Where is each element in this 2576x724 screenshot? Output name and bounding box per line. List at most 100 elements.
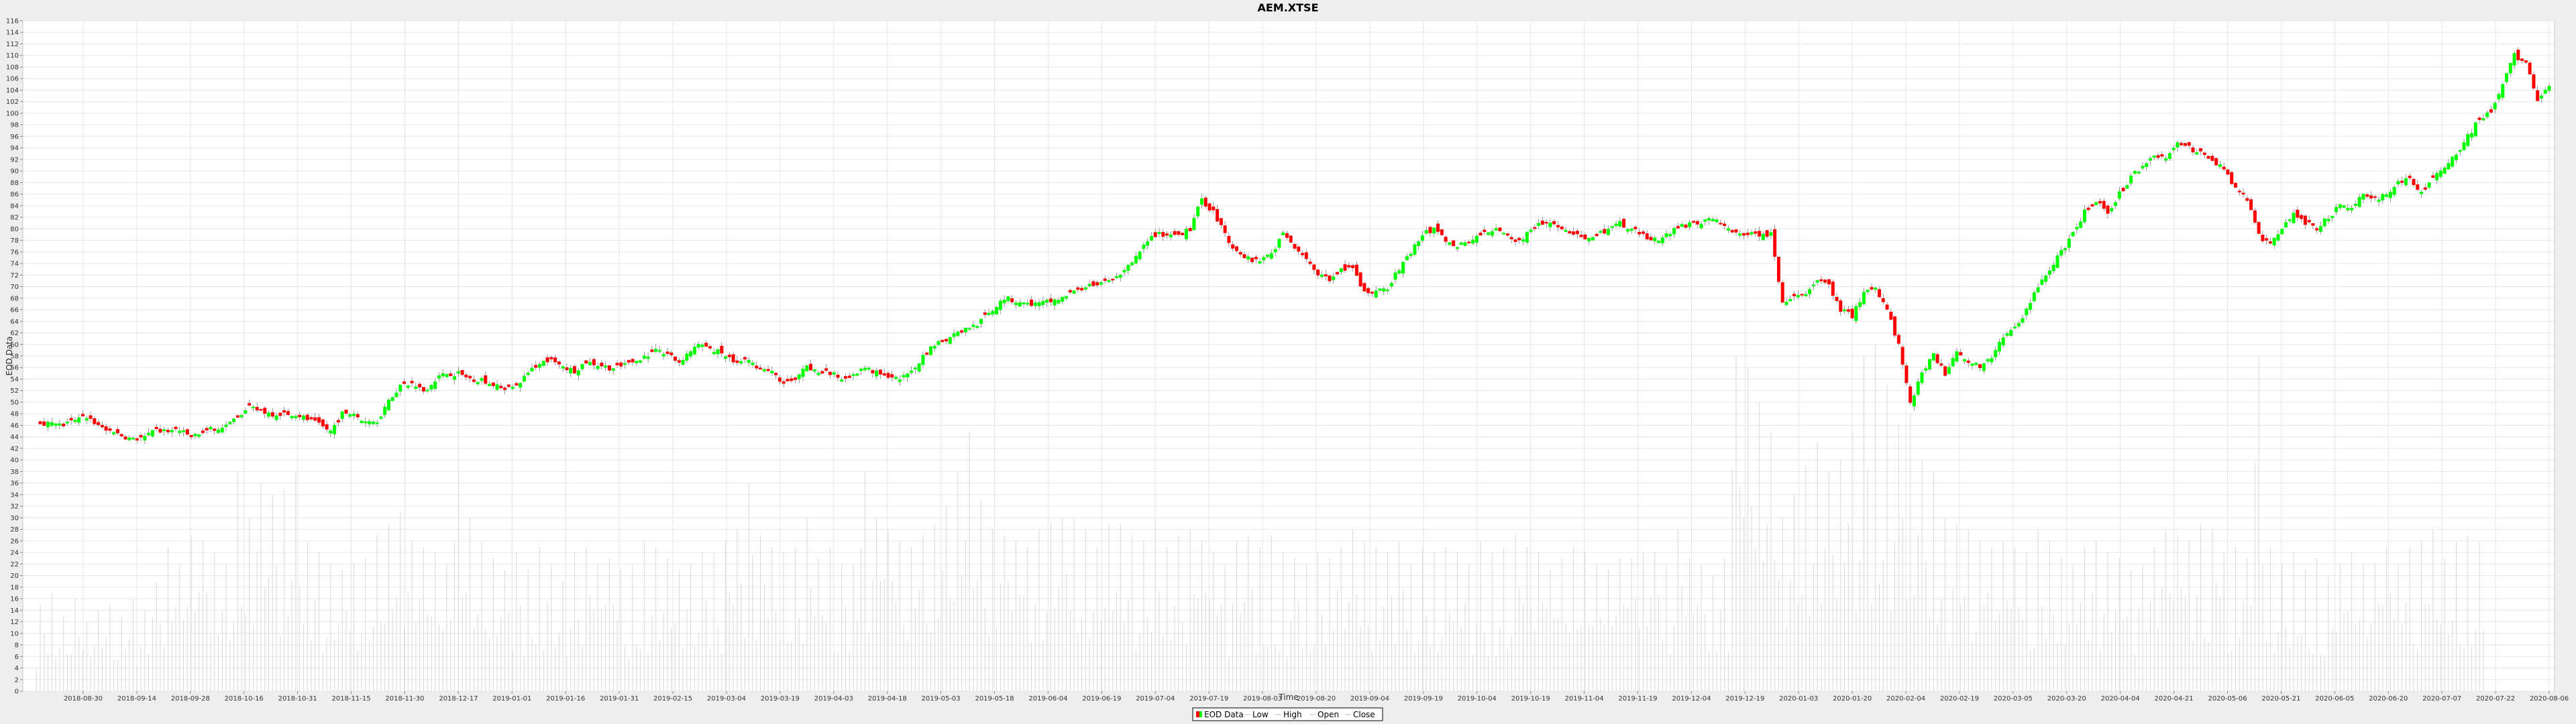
candle-up bbox=[1266, 254, 1270, 257]
candle-down bbox=[1622, 219, 1626, 228]
candle-down bbox=[941, 340, 945, 343]
candle-up bbox=[368, 421, 372, 424]
candle-up bbox=[1448, 242, 1452, 245]
candle-up bbox=[1455, 247, 1459, 249]
candle-up bbox=[991, 310, 995, 315]
candle-up bbox=[689, 351, 693, 357]
candle-down bbox=[1177, 231, 1181, 235]
candle-down bbox=[2199, 148, 2203, 152]
candle-up bbox=[228, 422, 232, 424]
y-tick-label: 60 bbox=[10, 341, 19, 349]
candle-down bbox=[1638, 231, 1642, 235]
candle-down bbox=[650, 349, 654, 352]
candle-down bbox=[2408, 176, 2412, 178]
y-tick-label: 84 bbox=[10, 202, 19, 210]
candle-up bbox=[1796, 295, 1800, 298]
candle-down bbox=[2202, 152, 2206, 156]
candle-down bbox=[2300, 215, 2304, 219]
y-tick-label: 2 bbox=[15, 676, 19, 684]
candle-up bbox=[1629, 229, 1633, 231]
candle-up bbox=[2047, 270, 2051, 275]
candle-up bbox=[1912, 395, 1916, 407]
candle-up bbox=[921, 355, 925, 365]
candle-down bbox=[321, 419, 325, 427]
candle-up bbox=[1997, 341, 2001, 352]
x-tick-label: 2018-12-17 bbox=[439, 695, 478, 703]
candle-up bbox=[1668, 233, 1672, 237]
candle-up bbox=[1397, 269, 1401, 274]
candle-down bbox=[1684, 225, 1688, 228]
candle-down bbox=[2489, 109, 2493, 113]
candle-down bbox=[1823, 280, 1827, 283]
candle-up bbox=[232, 418, 236, 422]
candle-down bbox=[2536, 90, 2540, 101]
candle-down bbox=[1203, 197, 1208, 207]
candle-down bbox=[1238, 252, 1242, 255]
candle-down bbox=[1242, 254, 1246, 258]
candle-up bbox=[1688, 222, 1692, 228]
candle-up bbox=[216, 429, 220, 433]
y-tick-label: 46 bbox=[10, 422, 19, 430]
candle-up bbox=[2280, 229, 2284, 235]
candle-up bbox=[1808, 289, 1812, 294]
candle-up bbox=[1529, 229, 1533, 232]
candle-down bbox=[259, 409, 263, 411]
candle-up bbox=[1386, 289, 1390, 292]
candle-down bbox=[1219, 218, 1223, 225]
candle-down bbox=[1467, 241, 1471, 243]
candle-up bbox=[476, 381, 480, 385]
candle-up bbox=[2079, 221, 2083, 229]
candle-up bbox=[998, 300, 1002, 310]
candle-down bbox=[1572, 231, 1576, 235]
legend-item-close: Close bbox=[1345, 710, 1375, 719]
candle-up bbox=[65, 422, 69, 424]
candle-up bbox=[2032, 292, 2036, 302]
candle-up bbox=[1273, 249, 1277, 253]
candle-up bbox=[1990, 358, 1994, 363]
candle-down bbox=[782, 381, 786, 384]
candle-up bbox=[700, 345, 704, 347]
candle-up bbox=[975, 326, 979, 328]
candle-up bbox=[747, 359, 751, 363]
candle-down bbox=[720, 345, 724, 354]
y-tick-label: 26 bbox=[10, 538, 19, 545]
legend-label-low: Low bbox=[1252, 710, 1269, 719]
candle-down bbox=[2241, 192, 2245, 195]
y-tick-label: 30 bbox=[10, 515, 19, 522]
candle-up bbox=[661, 354, 665, 357]
y-tick-label: 48 bbox=[10, 411, 19, 418]
candle-up bbox=[1420, 235, 1424, 241]
candle-up bbox=[948, 337, 952, 344]
candle-up bbox=[2501, 84, 2505, 98]
candle-up bbox=[50, 422, 54, 426]
y-tick-label: 22 bbox=[10, 561, 19, 568]
candle-down bbox=[2528, 62, 2532, 74]
candle-up bbox=[2350, 208, 2354, 210]
candle-up bbox=[1138, 251, 1142, 259]
candle-up bbox=[1862, 292, 1866, 304]
candle-up bbox=[2288, 219, 2292, 221]
x-tick-label: 2019-01-16 bbox=[546, 695, 585, 703]
candle-up bbox=[611, 368, 615, 371]
candle-up bbox=[1680, 224, 1684, 227]
candle-down bbox=[1030, 299, 1034, 306]
candle-up bbox=[1142, 244, 1146, 249]
candle-down bbox=[1846, 309, 1850, 312]
candle-up bbox=[2009, 330, 2013, 337]
candle-up bbox=[596, 365, 600, 369]
y-tick-label: 76 bbox=[10, 249, 19, 256]
candle-down bbox=[882, 373, 886, 376]
candle-up bbox=[1099, 282, 1103, 285]
price-candles bbox=[38, 47, 2551, 444]
candle-down bbox=[836, 374, 840, 378]
candle-down bbox=[847, 375, 851, 378]
candle-up bbox=[1107, 280, 1111, 282]
candle-up bbox=[1401, 261, 1405, 274]
candle-up bbox=[1750, 232, 1754, 235]
y-tick-label: 24 bbox=[10, 550, 19, 557]
x-tick-label: 2019-09-04 bbox=[1350, 695, 1389, 703]
candle-down bbox=[735, 360, 739, 363]
y-tick-label: 90 bbox=[10, 168, 19, 176]
candle-down bbox=[464, 374, 468, 377]
candle-up bbox=[390, 397, 394, 402]
